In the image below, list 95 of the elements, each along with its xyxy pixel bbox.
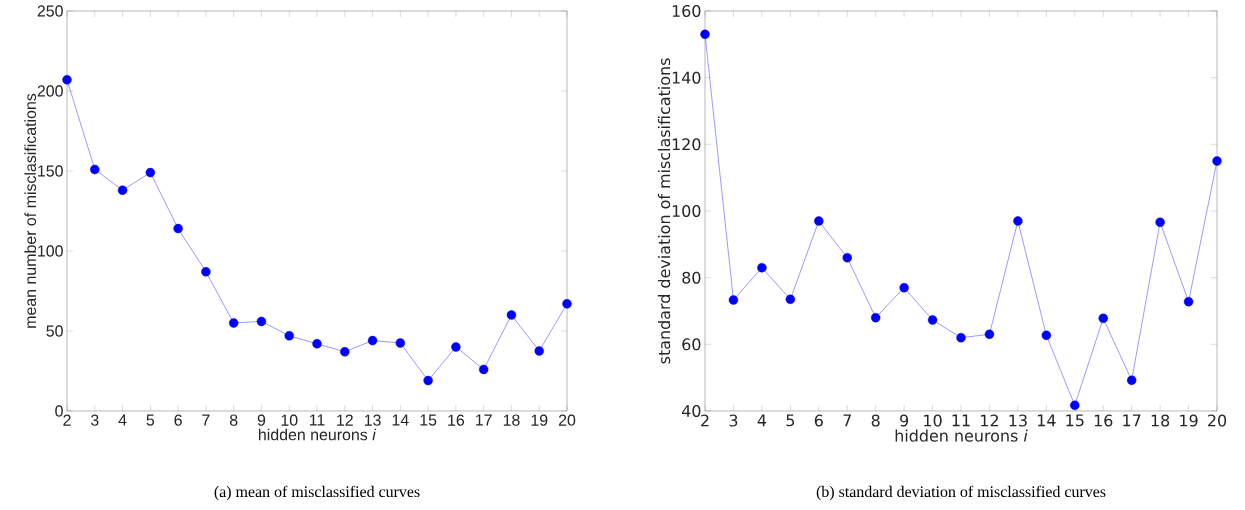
x-tick-label: 4	[118, 414, 127, 426]
x-tick-label: 8	[229, 414, 238, 426]
point	[757, 262, 767, 273]
x-tick-label: 2	[63, 414, 71, 426]
point	[785, 294, 796, 305]
x-tick-label: 2	[701, 414, 709, 427]
point	[284, 331, 294, 341]
x-tick-label: 14	[392, 414, 409, 426]
x-tick-label: 20	[1208, 414, 1227, 427]
x-tick-label: 5	[786, 414, 795, 427]
point	[117, 185, 128, 195]
point	[256, 316, 267, 327]
x-tick-label: 7	[202, 414, 210, 426]
y-tick-label: 0	[55, 405, 63, 417]
point	[728, 295, 739, 305]
x-axis-title: hidden neurons i	[895, 429, 1028, 442]
y-tick-label: 80	[682, 271, 701, 284]
point	[1041, 330, 1052, 341]
x-tick-label: 12	[981, 414, 998, 427]
x-tick-label: 6	[814, 414, 823, 427]
x-tick-label: 9	[900, 414, 909, 427]
point	[1098, 313, 1108, 324]
x-tick-label: 3	[729, 414, 738, 427]
x-tick-label: 17	[476, 414, 492, 426]
x-tick-label: 8	[871, 414, 880, 427]
y-tick-label: 160	[672, 4, 701, 18]
point	[506, 310, 517, 320]
point	[228, 318, 239, 328]
y-tick-label: 140	[672, 71, 701, 84]
y-tick-label: 40	[681, 404, 701, 418]
point	[956, 332, 966, 343]
point	[423, 375, 433, 386]
y-tick-label: 200	[37, 85, 63, 97]
point	[899, 282, 909, 293]
point	[201, 267, 211, 277]
point	[700, 29, 710, 40]
x-tick-label: 11	[309, 414, 325, 426]
point	[367, 335, 378, 346]
x-tick-label: 19	[531, 414, 548, 426]
point	[1070, 400, 1080, 411]
point	[870, 312, 881, 323]
point	[312, 339, 322, 349]
point	[395, 338, 406, 348]
point	[1155, 217, 1165, 228]
x-tick-label: 15	[1066, 414, 1084, 427]
y-tick-label: 250	[37, 5, 63, 17]
y-tick-label: 100	[38, 245, 63, 257]
point	[1212, 156, 1222, 166]
x-tick-label: 16	[448, 414, 465, 426]
point	[562, 299, 572, 309]
point	[814, 216, 824, 226]
point	[842, 252, 852, 263]
point	[1183, 296, 1194, 307]
x-tick-label: 5	[146, 414, 155, 426]
point	[62, 75, 72, 85]
point	[478, 364, 489, 375]
x-tick-label: 11	[952, 414, 970, 427]
point	[451, 342, 461, 352]
point	[340, 347, 350, 357]
y-axis-title: standard deviation of misclasifications	[657, 58, 671, 364]
y-axis-title: mean number of misclasifications	[24, 93, 37, 328]
point	[1013, 216, 1023, 226]
point	[534, 346, 544, 356]
point	[927, 315, 938, 325]
text: (a) mean of misclassified curves	[214, 485, 420, 501]
x-tick-label: 14	[1037, 414, 1056, 427]
x-tick-label: 20	[558, 414, 576, 426]
x-tick-label: 12	[337, 414, 353, 426]
x-tick-label: 18	[1151, 414, 1170, 427]
x-tick-label: 19	[1180, 414, 1198, 427]
y-tick-label: 120	[672, 138, 701, 151]
y-tick-label: 100	[672, 204, 701, 218]
x-tick-label: 18	[503, 414, 520, 426]
x-tick-label: 13	[1009, 414, 1027, 427]
x-tick-label: 16	[1094, 414, 1113, 427]
text: (b) standard deviation of misclassified curves	[816, 485, 1106, 501]
point	[1126, 375, 1137, 386]
point	[173, 223, 183, 234]
x-tick-label: 13	[364, 414, 381, 426]
y-tick-label: 50	[46, 325, 63, 337]
point	[90, 164, 100, 175]
y-tick-label: 150	[38, 165, 63, 177]
x-tick-label: 3	[90, 414, 99, 426]
x-tick-label: 15	[420, 414, 437, 426]
x-axis-title: hidden neurons i	[259, 428, 377, 441]
x-tick-label: 10	[924, 414, 942, 427]
x-tick-label: 9	[257, 414, 266, 426]
x-tick-label: 17	[1123, 414, 1141, 427]
x-tick-label: 4	[757, 414, 767, 427]
y-tick-label: 60	[682, 338, 701, 351]
point	[984, 329, 995, 340]
x-tick-label: 10	[281, 414, 298, 426]
x-tick-label: 7	[843, 414, 851, 427]
x-tick-label: 6	[174, 414, 182, 426]
point	[145, 167, 156, 178]
